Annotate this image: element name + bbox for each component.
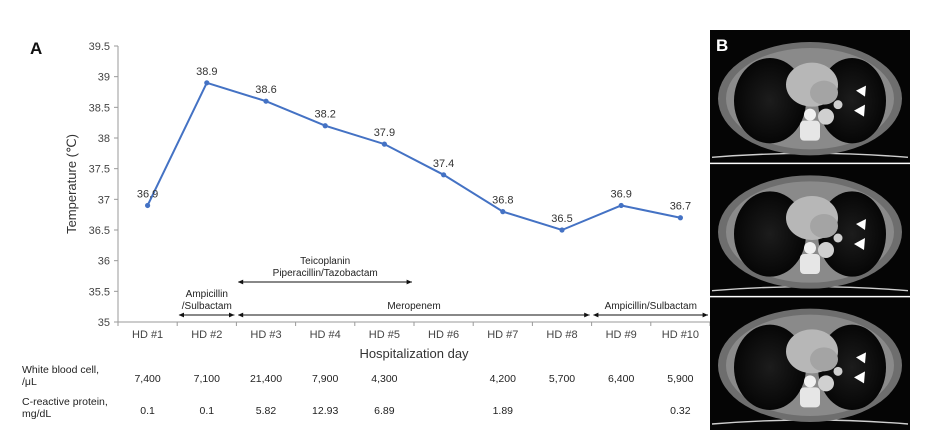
temperature-series: [145, 80, 684, 233]
y-tick-label: 35.5: [89, 286, 110, 298]
data-label: 38.2: [314, 109, 335, 121]
lab-value: 21,400: [250, 373, 282, 385]
lab-value: 4,300: [371, 373, 397, 385]
x-tick-label: HD #8: [546, 329, 577, 341]
antibiotic-annotations: Ampicillin/SulbactamTeicoplaninPiperacil…: [178, 256, 708, 318]
data-label: 37.9: [374, 127, 395, 139]
lab-value: 5,700: [549, 373, 575, 385]
series-line: [146, 81, 681, 232]
lab-row-label: /μL: [22, 376, 37, 388]
antibiotic-label: Ampicillin: [186, 289, 228, 300]
x-axis-title: Hospitalization day: [359, 346, 469, 361]
lab-value: 7,900: [312, 373, 338, 385]
arrowhead-icon: [854, 238, 865, 250]
lab-value: 1.89: [493, 405, 514, 417]
arrowhead-icon: [856, 85, 866, 97]
ct-image: [710, 162, 910, 297]
data-label: 38.9: [196, 66, 217, 78]
lab-value: 5,900: [667, 373, 693, 385]
arrowhead-icon: [856, 219, 866, 230]
y-tick-label: 36.5: [89, 225, 110, 237]
data-point: [441, 172, 447, 178]
lab-table: White blood cell,/μL 7,400 7,100 21,400 7,90…: [22, 364, 694, 420]
y-axis-title: Temperature (℃): [64, 134, 79, 234]
lab-value: 12.93: [312, 405, 338, 417]
antibiotic-label: Ampicillin/Sulbactam: [605, 301, 697, 312]
lab-value: 0.1: [140, 405, 155, 417]
data-label: 36.9: [610, 188, 631, 200]
y-tick-label: 37.5: [89, 164, 110, 176]
y-tick-label: 37: [98, 194, 110, 206]
data-point: [559, 227, 565, 233]
data-label: 36.7: [670, 201, 691, 213]
x-tick-labels: HD #1 HD #2 HD #3 HD #4 HD #5 HD #6 HD #7 HD #8…: [117, 322, 711, 341]
data-label: 36.8: [492, 195, 513, 207]
lab-row-label: C-reactive protein,: [22, 396, 108, 408]
lab-value: 6,400: [608, 373, 634, 385]
data-point: [677, 215, 684, 221]
data-point: [500, 209, 506, 215]
arrowhead-icon: [854, 371, 865, 384]
lab-value: 4,200: [490, 373, 516, 385]
lab-value: 7,400: [134, 373, 160, 385]
lab-value: 6.89: [374, 405, 395, 417]
antibiotic-label: Piperacillin/Tazobactam: [273, 268, 378, 279]
x-tick-label: HD #2: [191, 329, 222, 341]
lab-value: 7,100: [194, 373, 220, 385]
panel-a-label: A: [30, 39, 42, 58]
ct-image: [710, 295, 910, 430]
y-tick-label: 36: [98, 256, 110, 268]
data-label: 37.4: [433, 158, 454, 170]
ct-panel: B: [710, 30, 910, 430]
arrowhead-icon: [854, 104, 865, 117]
antibiotic-course: Ampicillin/Sulbactam: [178, 289, 235, 318]
x-tick-label: HD #1: [132, 329, 163, 341]
x-tick-label: HD #10: [662, 329, 699, 341]
x-tick-label: HD #9: [606, 329, 637, 341]
data-label: 38.6: [255, 84, 276, 96]
arrowhead-icon: [856, 352, 866, 364]
antibiotic-course: Ampicillin/Sulbactam: [592, 301, 708, 318]
data-label: 36.9: [137, 188, 158, 200]
lab-value: 0.32: [670, 405, 691, 417]
ct-image: [710, 30, 910, 164]
y-tick-label: 38: [98, 133, 110, 145]
data-point: [322, 123, 328, 129]
lab-value: 0.1: [199, 405, 214, 417]
y-tick-label: 35: [98, 317, 110, 329]
y-tick-label: 39.5: [89, 41, 110, 53]
data-point: [381, 141, 387, 147]
x-tick-label: HD #7: [487, 329, 518, 341]
data-point: [145, 202, 151, 209]
lab-value: 5.82: [256, 405, 277, 417]
data-point: [204, 80, 210, 86]
y-tick-label: 39: [98, 72, 110, 84]
antibiotic-course: Meropenem: [237, 301, 590, 318]
x-tick-label: HD #5: [369, 329, 400, 341]
panel-b-label: B: [716, 36, 728, 55]
antibiotic-label: /Sulbactam: [182, 301, 232, 312]
lab-row-label: White blood cell,: [22, 364, 99, 376]
y-tick-labels: 35 35.5 36 36.5 37 37.5 38 38.5 39 39.5: [89, 41, 118, 329]
chart-axes: [117, 46, 710, 323]
data-point: [618, 202, 624, 209]
antibiotic-label: Teicoplanin: [300, 256, 350, 267]
x-tick-label: HD #6: [428, 329, 459, 341]
data-labels: 36.9 38.9 38.6 38.2 37.9 37.4 36.8 36.5 36.9 36.7: [137, 66, 691, 225]
lab-row: C-reactive protein,mg/dL 0.1 0.1 5.82 12.93 6…: [22, 396, 691, 420]
data-label: 36.5: [551, 213, 572, 225]
lab-row-label: mg/dL: [22, 408, 51, 420]
y-tick-label: 38.5: [89, 102, 110, 114]
x-tick-label: HD #4: [310, 329, 341, 341]
antibiotic-label: Meropenem: [387, 301, 440, 312]
data-point: [263, 98, 269, 104]
lab-row: White blood cell,/μL 7,400 7,100 21,400 7,90…: [22, 364, 694, 388]
x-tick-label: HD #3: [250, 329, 281, 341]
